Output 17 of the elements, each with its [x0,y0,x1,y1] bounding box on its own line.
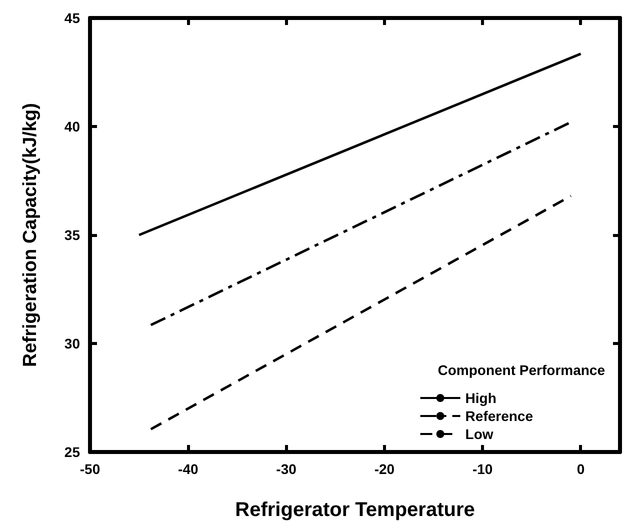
x-tick-label: -50 [80,461,100,477]
x-tick-label: -10 [472,461,493,477]
x-tick-label: -30 [276,461,297,477]
x-axis-title: Refrigerator Temperature [235,499,475,521]
x-tick-label: 0 [576,461,585,477]
x-tick-label: -20 [374,461,395,477]
legend-label: High [465,390,496,406]
legend-label: Reference [465,408,534,424]
y-tick-label: 40 [64,118,80,134]
y-axis-title: Refrigeration Capacity(kJ/kg) [20,103,41,367]
legend-title: Component Performance [438,362,606,378]
y-tick-label: 35 [64,227,80,243]
y-tick-label: 30 [64,336,80,352]
y-tick-label: 45 [64,10,80,26]
y-tick-label: 25 [64,444,80,460]
x-tick-label: -40 [178,461,198,477]
legend-label: Low [465,426,494,442]
